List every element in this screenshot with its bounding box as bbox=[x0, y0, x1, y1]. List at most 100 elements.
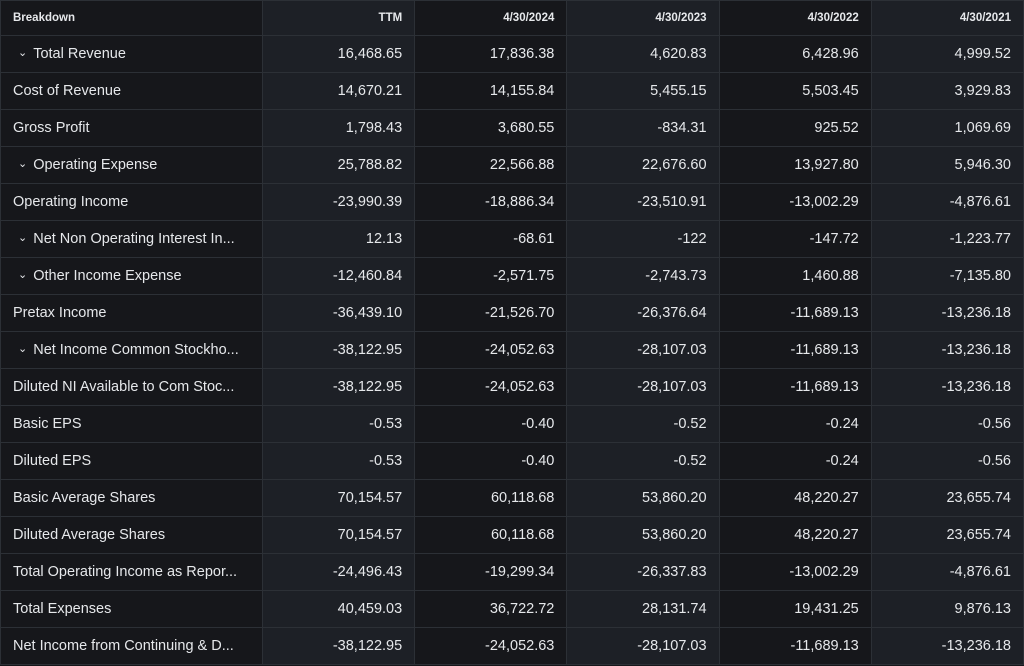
value-cell: 53,860.20 bbox=[566, 516, 720, 554]
chevron-down-icon[interactable]: ⌄ bbox=[18, 269, 28, 281]
value-cell: 1,069.69 bbox=[870, 109, 1024, 147]
column-header: TTM bbox=[261, 0, 416, 36]
chevron-down-icon[interactable]: ⌄ bbox=[18, 47, 28, 59]
row-label: Basic EPS bbox=[13, 416, 82, 432]
value-cell: 22,566.88 bbox=[414, 146, 568, 184]
table-row: Total Operating Income as Repor... -24,49… bbox=[0, 553, 1024, 591]
chevron-down-icon[interactable]: ⌄ bbox=[18, 343, 28, 355]
value-cell: -7,135.80 bbox=[870, 257, 1024, 295]
row-label-cell: Diluted NI Available to Com Stoc... bbox=[0, 368, 263, 406]
column-header: 4/30/2021 bbox=[870, 0, 1024, 36]
value-cell: -68.61 bbox=[414, 220, 568, 258]
value-cell: -12,460.84 bbox=[261, 257, 416, 295]
value-cell: 60,118.68 bbox=[414, 479, 568, 517]
row-label-cell: Total Expenses bbox=[0, 590, 263, 628]
value-cell: -28,107.03 bbox=[566, 331, 720, 369]
value-cell: -11,689.13 bbox=[718, 294, 872, 332]
value-cell: -0.24 bbox=[718, 405, 872, 443]
value-cell: 4,620.83 bbox=[566, 35, 720, 73]
table-row: ⌄ Total Revenue 16,468.65 17,836.38 4,620.83… bbox=[0, 35, 1024, 73]
row-label: Diluted Average Shares bbox=[13, 527, 166, 543]
value-cell: -4,876.61 bbox=[870, 183, 1024, 221]
table-row: Diluted NI Available to Com Stoc... -38,1… bbox=[0, 368, 1024, 406]
row-label: Other Income Expense bbox=[33, 268, 182, 284]
value-cell: 17,836.38 bbox=[414, 35, 568, 73]
row-label: Basic Average Shares bbox=[13, 490, 156, 506]
value-cell: -28,107.03 bbox=[566, 368, 720, 406]
row-label-cell[interactable]: ⌄ Net Income Common Stockho... bbox=[0, 331, 263, 369]
value-cell: 22,676.60 bbox=[566, 146, 720, 184]
value-cell: 19,431.25 bbox=[718, 590, 872, 628]
table-row: Total Expenses 40,459.03 36,722.72 28,131.7… bbox=[0, 590, 1024, 628]
row-label-cell: Basic EPS bbox=[0, 405, 263, 443]
value-cell: -18,886.34 bbox=[414, 183, 568, 221]
row-label-cell[interactable]: ⌄ Total Revenue bbox=[0, 35, 263, 73]
value-cell: 5,455.15 bbox=[566, 72, 720, 110]
row-label: Net Income from Continuing & D... bbox=[13, 638, 234, 654]
row-label-cell[interactable]: ⌄ Other Income Expense bbox=[0, 257, 263, 295]
value-cell: -21,526.70 bbox=[414, 294, 568, 332]
value-cell: 70,154.57 bbox=[261, 479, 416, 517]
table-row: Pretax Income -36,439.10 -21,526.70 -26,376… bbox=[0, 294, 1024, 332]
row-label: Diluted NI Available to Com Stoc... bbox=[13, 379, 235, 395]
row-label: Operating Expense bbox=[33, 157, 158, 173]
chevron-down-icon[interactable]: ⌄ bbox=[18, 232, 28, 244]
value-cell: 1,460.88 bbox=[718, 257, 872, 295]
value-cell: -834.31 bbox=[566, 109, 720, 147]
value-cell: -38,122.95 bbox=[261, 331, 416, 369]
row-label-cell[interactable]: ⌄ Net Non Operating Interest In... bbox=[0, 220, 263, 258]
value-cell: 25,788.82 bbox=[261, 146, 416, 184]
value-cell: -23,510.91 bbox=[566, 183, 720, 221]
value-cell: 14,155.84 bbox=[414, 72, 568, 110]
value-cell: 5,946.30 bbox=[870, 146, 1024, 184]
value-cell: 5,503.45 bbox=[718, 72, 872, 110]
value-cell: 60,118.68 bbox=[414, 516, 568, 554]
table-row: ⌄ Operating Expense 25,788.82 22,566.88 22,6… bbox=[0, 146, 1024, 184]
row-label-cell: Diluted EPS bbox=[0, 442, 263, 480]
value-cell: 13,927.80 bbox=[718, 146, 872, 184]
value-cell: -0.40 bbox=[414, 405, 568, 443]
row-label: Diluted EPS bbox=[13, 453, 92, 469]
table-row: Gross Profit 1,798.43 3,680.55 -834.31 925.5… bbox=[0, 109, 1024, 147]
value-cell: 925.52 bbox=[718, 109, 872, 147]
value-cell: -11,689.13 bbox=[718, 368, 872, 406]
value-cell: 70,154.57 bbox=[261, 516, 416, 554]
value-cell: 48,220.27 bbox=[718, 516, 872, 554]
value-cell: 3,929.83 bbox=[870, 72, 1024, 110]
value-cell: -13,236.18 bbox=[870, 368, 1024, 406]
value-cell: -0.53 bbox=[261, 405, 416, 443]
value-cell: -23,990.39 bbox=[261, 183, 416, 221]
column-header: 4/30/2023 bbox=[566, 0, 720, 36]
value-cell: 23,655.74 bbox=[870, 479, 1024, 517]
table-row: Diluted EPS -0.53 -0.40 -0.52 -0.24 -0.56 bbox=[0, 442, 1024, 480]
value-cell: -0.53 bbox=[261, 442, 416, 480]
table-row: Basic EPS -0.53 -0.40 -0.52 -0.24 -0.56 bbox=[0, 405, 1024, 443]
value-cell: -122 bbox=[566, 220, 720, 258]
value-cell: -0.56 bbox=[870, 442, 1024, 480]
table-row: Diluted Average Shares 70,154.57 60,118.68… bbox=[0, 516, 1024, 554]
row-label: Total Operating Income as Repor... bbox=[13, 564, 238, 580]
value-cell: -1,223.77 bbox=[870, 220, 1024, 258]
value-cell: -38,122.95 bbox=[261, 627, 416, 665]
row-label: Pretax Income bbox=[13, 305, 107, 321]
value-cell: -11,689.13 bbox=[718, 627, 872, 665]
row-label: Operating Income bbox=[13, 194, 129, 210]
row-label-cell: Net Income from Continuing & D... bbox=[0, 627, 263, 665]
value-cell: 3,680.55 bbox=[414, 109, 568, 147]
value-cell: 12.13 bbox=[261, 220, 416, 258]
table-row: Cost of Revenue 14,670.21 14,155.84 5,455.1… bbox=[0, 72, 1024, 110]
value-cell: 36,722.72 bbox=[414, 590, 568, 628]
row-label: Total Expenses bbox=[13, 601, 112, 617]
chevron-down-icon[interactable]: ⌄ bbox=[18, 158, 28, 170]
value-cell: -19,299.34 bbox=[414, 553, 568, 591]
value-cell: -2,571.75 bbox=[414, 257, 568, 295]
table-row: ⌄ Net Non Operating Interest In... 12.13 -6… bbox=[0, 220, 1024, 258]
header-row: Breakdown TTM 4/30/2024 4/30/2023 4/30/2022 4… bbox=[0, 0, 1024, 36]
row-label-cell[interactable]: ⌄ Operating Expense bbox=[0, 146, 263, 184]
value-cell: 40,459.03 bbox=[261, 590, 416, 628]
table-row: ⌄ Net Income Common Stockho... -38,122.95 -… bbox=[0, 331, 1024, 369]
value-cell: -13,236.18 bbox=[870, 294, 1024, 332]
row-label-cell: Total Operating Income as Repor... bbox=[0, 553, 263, 591]
row-label: Gross Profit bbox=[13, 120, 90, 136]
